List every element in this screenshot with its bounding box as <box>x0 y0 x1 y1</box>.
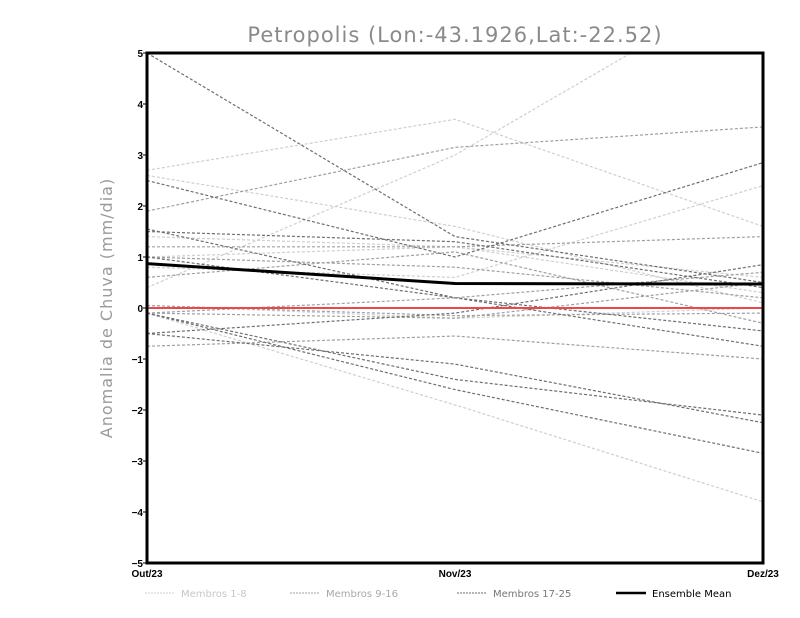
member-line-group2-7 <box>147 256 763 299</box>
member-line-group3-4 <box>147 264 763 335</box>
legend-item-4: Ensemble Mean <box>616 589 731 600</box>
member-line-group3-5 <box>147 256 763 347</box>
legend-label: Ensemble Mean <box>652 589 731 600</box>
x-tick-label: Dez/23 <box>747 569 779 580</box>
member-line-group3-3 <box>147 228 763 332</box>
legend-label: Membros 1-8 <box>181 589 247 600</box>
legend-item-3: Membros 17-25 <box>457 589 571 600</box>
member-line-group2-5 <box>147 335 763 360</box>
y-tick-label: −1 <box>132 355 144 366</box>
member-line-group2-8 <box>147 281 763 319</box>
y-tick-label: −3 <box>132 457 144 468</box>
member-line-group3-7 <box>147 312 763 454</box>
member-line-group3-1 <box>147 53 763 284</box>
y-tick-label: 4 <box>137 100 143 111</box>
legend-label: Membros 17-25 <box>493 589 571 600</box>
member-line-group1-3 <box>147 174 763 304</box>
member-line-group1-6 <box>147 312 763 503</box>
member-line-group2-2 <box>147 236 763 248</box>
member-line-group2-1 <box>147 126 763 212</box>
y-axis-label: Anomalia de Chuva (mm/dia) <box>97 178 116 438</box>
y-tick-label: 2 <box>137 202 143 213</box>
member-line-group1-5 <box>147 185 763 279</box>
y-tick-label: −5 <box>132 559 144 570</box>
y-tick-label: 3 <box>137 151 143 162</box>
x-tick-label: Nov/23 <box>439 569 472 580</box>
member-line-group1-2 <box>147 53 633 289</box>
member-line-group3-2 <box>147 162 763 258</box>
member-line-group1-8 <box>147 246 763 294</box>
y-tick-label: 1 <box>137 253 143 264</box>
legend-label: Membros 9-16 <box>326 589 398 600</box>
chart-title: Petropolis (Lon:-43.1926,Lat:-22.52) <box>247 23 662 47</box>
y-tick-label: −2 <box>132 406 144 417</box>
member-line-group3-8 <box>147 332 763 424</box>
member-line-group1-7 <box>147 304 763 319</box>
member-line-group1-1 <box>147 118 763 227</box>
member-line-group3-9 <box>147 230 763 289</box>
x-tick-label: Out/23 <box>131 569 163 580</box>
y-tick-label: 0 <box>137 304 143 315</box>
member-line-group3-6 <box>147 312 763 416</box>
y-tick-label: 5 <box>137 49 143 60</box>
member-line-group2-6 <box>147 251 763 324</box>
legend-item-1: Membros 1-8 <box>145 589 247 600</box>
legend-item-2: Membros 9-16 <box>290 589 398 600</box>
member-line-group1-4 <box>147 236 763 278</box>
ensemble-mean-line <box>147 262 763 286</box>
y-tick-label: −4 <box>132 508 144 519</box>
